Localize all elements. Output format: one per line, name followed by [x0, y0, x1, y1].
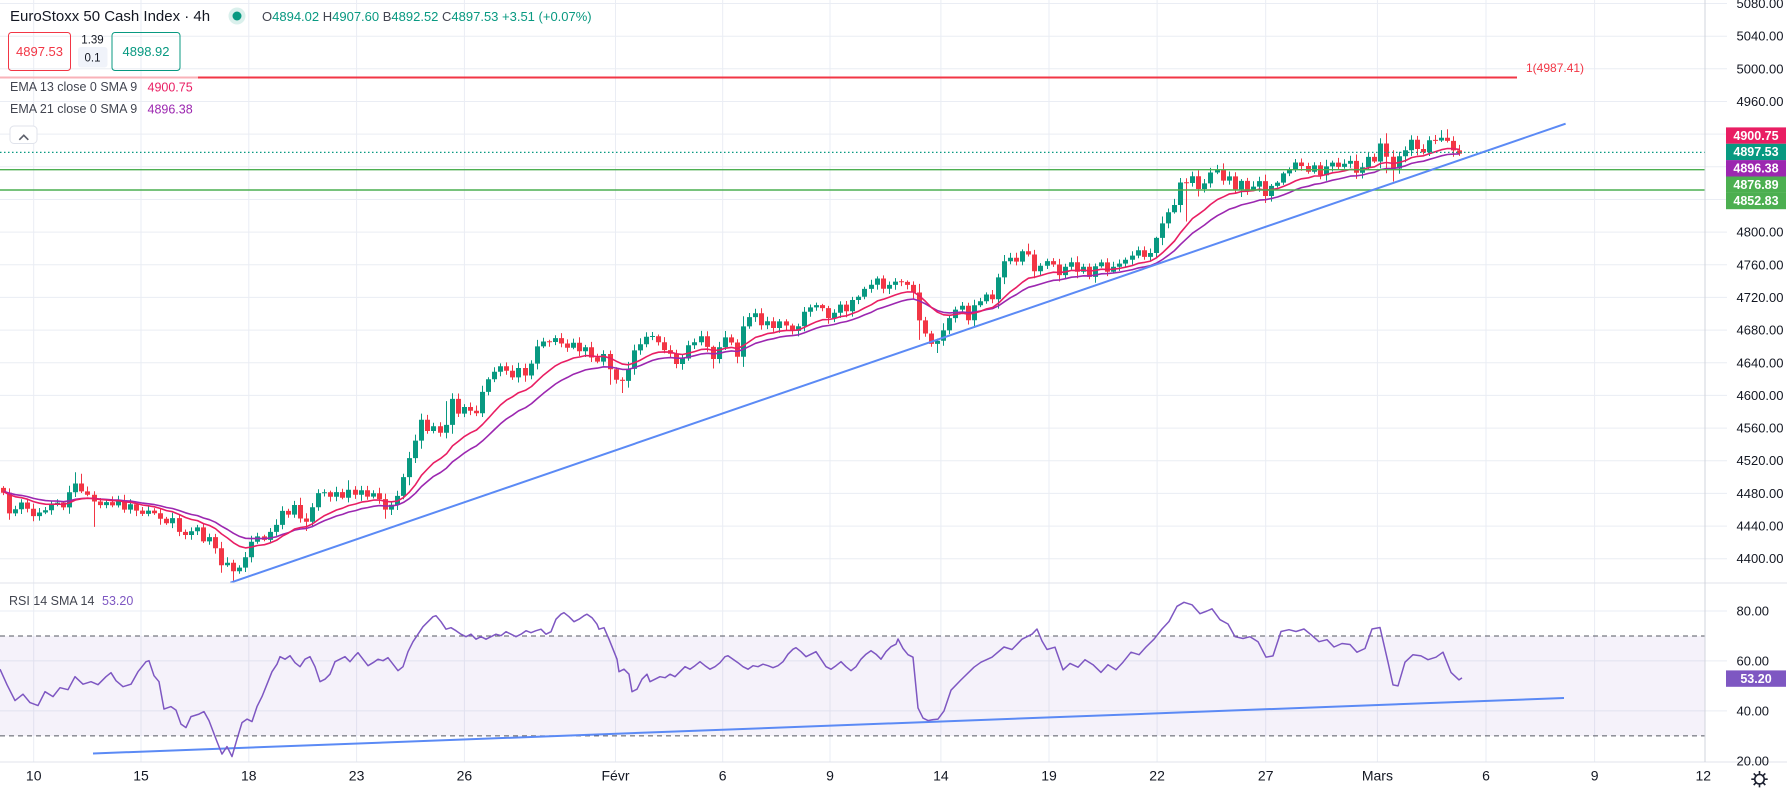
svg-text:EMA 21 close 0 SMA 9: EMA 21 close 0 SMA 9	[10, 102, 137, 116]
svg-text:4520.00: 4520.00	[1737, 453, 1784, 468]
svg-text:6: 6	[719, 768, 727, 784]
svg-text:12: 12	[1696, 768, 1712, 784]
svg-text:27: 27	[1258, 768, 1274, 784]
svg-text:10: 10	[26, 768, 42, 784]
svg-text:4960.00: 4960.00	[1737, 94, 1784, 109]
svg-text:4898.92: 4898.92	[123, 44, 170, 59]
svg-text:4560.00: 4560.00	[1737, 421, 1784, 436]
svg-text:9: 9	[1591, 768, 1599, 784]
svg-text:53.20: 53.20	[102, 594, 133, 608]
svg-text:0.1: 0.1	[85, 53, 101, 65]
svg-text:4900.75: 4900.75	[148, 81, 193, 95]
svg-text:EuroStoxx 50 Cash Index · 4h: EuroStoxx 50 Cash Index · 4h	[10, 8, 210, 25]
svg-text:4896.38: 4896.38	[148, 103, 193, 117]
svg-text:4640.00: 4640.00	[1737, 355, 1784, 370]
svg-text:20.00: 20.00	[1737, 753, 1770, 768]
svg-text:53.20: 53.20	[1740, 672, 1771, 686]
svg-text:80.00: 80.00	[1737, 604, 1770, 619]
svg-text:19: 19	[1041, 768, 1057, 784]
svg-text:Févr: Févr	[602, 768, 630, 784]
svg-text:15: 15	[133, 768, 149, 784]
svg-text:1.39: 1.39	[81, 35, 103, 47]
svg-text:4897.53: 4897.53	[16, 44, 63, 59]
svg-text:4480.00: 4480.00	[1737, 486, 1784, 501]
svg-text:22: 22	[1149, 768, 1165, 784]
svg-text:18: 18	[241, 768, 257, 784]
svg-text:1(4987.41): 1(4987.41)	[1526, 61, 1584, 75]
svg-text:RSI 14 SMA 14: RSI 14 SMA 14	[9, 594, 95, 608]
svg-text:6: 6	[1482, 768, 1490, 784]
svg-text:Mars: Mars	[1362, 768, 1393, 784]
svg-text:40.00: 40.00	[1737, 703, 1770, 718]
svg-text:4680.00: 4680.00	[1737, 323, 1784, 338]
svg-text:23: 23	[349, 768, 365, 784]
svg-text:4720.00: 4720.00	[1737, 290, 1784, 305]
svg-text:4900.75: 4900.75	[1733, 129, 1778, 143]
svg-text:5040.00: 5040.00	[1737, 29, 1784, 44]
svg-text:26: 26	[457, 768, 473, 784]
svg-text:14: 14	[933, 768, 949, 784]
svg-text:EMA 13 close 0 SMA 9: EMA 13 close 0 SMA 9	[10, 80, 137, 94]
svg-text:5080.00: 5080.00	[1737, 0, 1784, 11]
svg-text:4852.83: 4852.83	[1733, 194, 1778, 208]
svg-text:60.00: 60.00	[1737, 653, 1770, 668]
svg-text:4800.00: 4800.00	[1737, 225, 1784, 240]
svg-text:O4894.02 H4907.60 B4892.52 C48: O4894.02 H4907.60 B4892.52 C4897.53 +3.5…	[262, 9, 592, 24]
svg-text:4876.89: 4876.89	[1733, 178, 1778, 192]
svg-text:4897.53: 4897.53	[1733, 145, 1778, 159]
svg-text:5000.00: 5000.00	[1737, 61, 1784, 76]
svg-text:4400.00: 4400.00	[1737, 551, 1784, 566]
svg-text:4600.00: 4600.00	[1737, 388, 1784, 403]
svg-text:4440.00: 4440.00	[1737, 519, 1784, 534]
svg-text:9: 9	[826, 768, 834, 784]
svg-text:4760.00: 4760.00	[1737, 257, 1784, 272]
svg-text:4896.38: 4896.38	[1733, 162, 1778, 176]
